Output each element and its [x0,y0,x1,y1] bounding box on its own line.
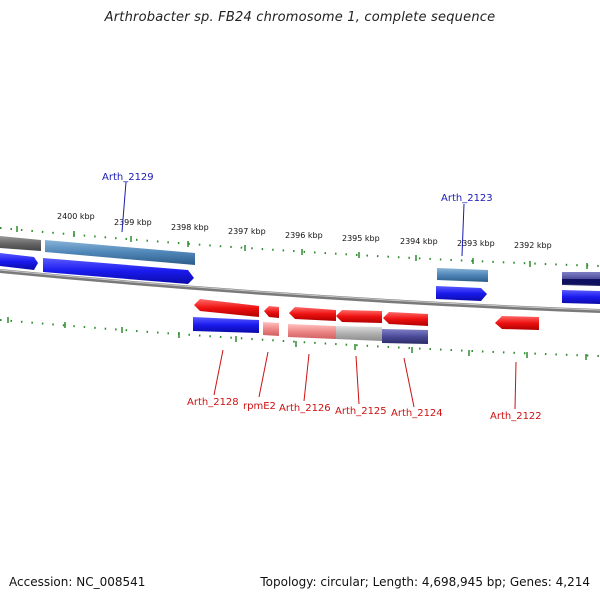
scale-label: 2398 kbp [171,223,209,232]
scale-label: 2395 kbp [342,234,380,243]
scale-label: 2397 kbp [228,227,266,236]
scale-label: 2400 kbp [57,212,95,221]
gene-label-arth-2122[interactable]: Arth_2122 [490,411,542,422]
cds-feature-right[interactable] [562,290,600,304]
cds-feature-left[interactable] [0,253,38,270]
rna-feature-rpme2[interactable] [263,322,279,336]
gene-feature-arth-2126[interactable] [288,324,336,339]
gene-feature-arth-2123[interactable] [437,268,488,282]
scale-label: 2399 kbp [114,218,152,227]
inner-tick-ring [0,319,600,357]
cds-feature-rpme2[interactable] [264,306,279,318]
cds-feature-arth-2125[interactable] [336,310,382,323]
gene-label-arth-2126[interactable]: Arth_2126 [279,403,331,414]
cds-feature-arth-2129[interactable] [43,258,194,284]
cds-feature-arth-2122[interactable] [495,316,539,330]
cds-feature-arth-2128[interactable] [194,299,259,317]
scale-label: 2392 kbp [514,241,552,250]
gene-label-rpme2[interactable]: rpmE2 [243,401,276,412]
gene-label-arth-2124[interactable]: Arth_2124 [391,408,443,419]
accession-label: Accession: NC_008541 [9,575,146,589]
chromosome-backbone [0,269,600,313]
feature-right-navy[interactable] [562,279,600,285]
outer-tick-ring [0,227,600,267]
gene-feature-arth-2124[interactable] [382,329,428,344]
label-leaders-plus [121,181,465,257]
sequence-summary: Topology: circular; Length: 4,698,945 bp… [260,575,590,589]
scale-label: 2394 kbp [400,237,438,246]
scale-label: 2393 kbp [457,239,495,248]
gene-feature-arth-2128[interactable] [193,317,259,333]
label-leaders-minus [213,349,517,410]
gene-label-arth-2128[interactable]: Arth_2128 [187,397,239,408]
gene-feature-arth-2129[interactable] [45,240,195,265]
feature-left-grey[interactable] [0,236,41,251]
cds-feature-arth-2126[interactable] [289,307,336,321]
gene-label-arth-2123[interactable]: Arth_2123 [441,193,493,204]
cds-feature-arth-2124[interactable] [383,312,428,326]
cds-feature-arth-2123[interactable] [436,286,487,301]
inner-major-ticks [7,317,587,360]
scale-label: 2396 kbp [285,231,323,240]
pseudo-feature-arth-2125[interactable] [336,326,382,341]
outer-major-ticks [16,226,588,269]
gene-label-arth-2129[interactable]: Arth_2129 [102,172,154,183]
map-title: Arthrobacter sp. FB24 chromosome 1, comp… [104,10,496,25]
gene-label-arth-2125[interactable]: Arth_2125 [335,406,387,417]
